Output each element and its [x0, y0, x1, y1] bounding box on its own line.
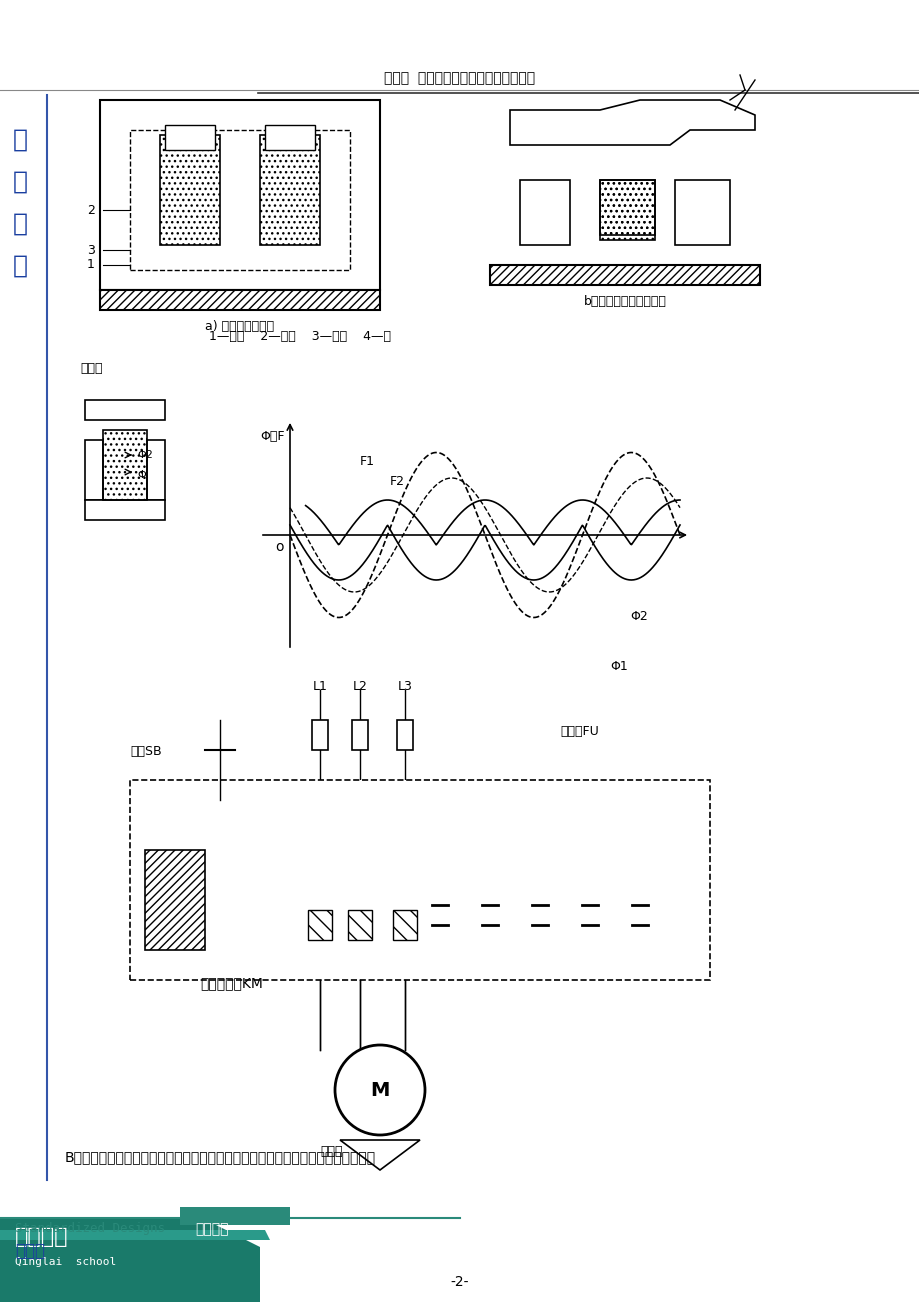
Text: 准: 准	[13, 171, 28, 194]
Text: 交流接触器KM: 交流接触器KM	[199, 976, 263, 990]
Text: 熔断器FU: 熔断器FU	[560, 725, 598, 738]
Bar	[0, 120, 40, 620]
Bar	[599, 180, 654, 234]
Polygon shape	[340, 1141, 420, 1170]
Text: M: M	[370, 1081, 390, 1099]
Bar	[100, 100, 380, 290]
Text: o: o	[276, 540, 284, 553]
Bar	[265, 125, 314, 150]
Text: L3: L3	[397, 680, 412, 693]
Text: 2: 2	[87, 203, 95, 216]
Bar	[100, 290, 380, 310]
Bar	[180, 1207, 289, 1225]
Text: L2: L2	[352, 680, 367, 693]
Text: 1—铁心    2—线圈    3—衔铁    4—轴: 1—铁心 2—线圈 3—衔铁 4—轴	[209, 329, 391, 342]
Bar	[147, 440, 165, 500]
Text: Standardized Designs: Standardized Designs	[15, 1223, 165, 1236]
Text: Φ: Φ	[137, 470, 145, 480]
Text: 3: 3	[87, 243, 95, 256]
Bar	[130, 130, 349, 270]
Text: 标: 标	[13, 128, 28, 152]
Bar	[392, 910, 416, 940]
Polygon shape	[0, 1230, 269, 1240]
Text: Φ、F: Φ、F	[260, 430, 285, 443]
Text: 电动机: 电动机	[320, 1144, 342, 1157]
Text: 案: 案	[13, 254, 28, 279]
Bar	[130, 780, 709, 980]
Text: L1: L1	[312, 680, 327, 693]
Bar	[312, 720, 328, 750]
Text: 三步曲: 三步曲	[15, 1242, 45, 1260]
Bar	[85, 500, 165, 519]
Polygon shape	[509, 100, 754, 145]
Text: 效率课堂: 效率课堂	[195, 1223, 228, 1236]
Text: Φ2: Φ2	[137, 450, 153, 460]
Polygon shape	[0, 1217, 260, 1302]
Text: Φ2: Φ2	[630, 611, 647, 622]
Circle shape	[335, 1046, 425, 1135]
Text: 1: 1	[87, 259, 95, 272]
Bar	[675, 180, 729, 245]
Bar	[599, 180, 654, 240]
Text: b）衔铁绕轴转动拍合式: b）衔铁绕轴转动拍合式	[583, 296, 665, 309]
Bar	[347, 910, 371, 940]
Bar	[160, 135, 220, 245]
Bar	[519, 180, 570, 245]
Bar	[165, 125, 215, 150]
Text: F1: F1	[359, 454, 375, 467]
Text: Φ1: Φ1	[609, 660, 627, 673]
Text: F2: F2	[390, 475, 404, 488]
Text: 短路环: 短路环	[80, 362, 102, 375]
Bar	[145, 850, 205, 950]
Text: 课题二  三相异步电动机的正转控制线路: 课题二 三相异步电动机的正转控制线路	[384, 72, 535, 85]
Text: 三: 三	[13, 212, 28, 236]
Bar	[352, 720, 368, 750]
Text: -2-: -2-	[450, 1275, 469, 1289]
Bar	[490, 266, 759, 285]
Text: 按扭SB: 按扭SB	[130, 745, 162, 758]
Text: Qinglai  school: Qinglai school	[15, 1256, 116, 1267]
Text: 庆来学校: 庆来学校	[15, 1226, 68, 1247]
Bar	[85, 440, 103, 500]
Text: a) 衔铁直线运动式: a) 衔铁直线运动式	[205, 320, 274, 333]
Bar	[260, 135, 320, 245]
Bar	[103, 430, 147, 500]
Bar	[85, 400, 165, 421]
Bar	[308, 910, 332, 940]
Text: B、触头系统：交流接触器的触头按接触情况可分为点接触式、线接触式和面接触式: B、触头系统：交流接触器的触头按接触情况可分为点接触式、线接触式和面接触式	[65, 1150, 376, 1164]
Bar	[397, 720, 413, 750]
